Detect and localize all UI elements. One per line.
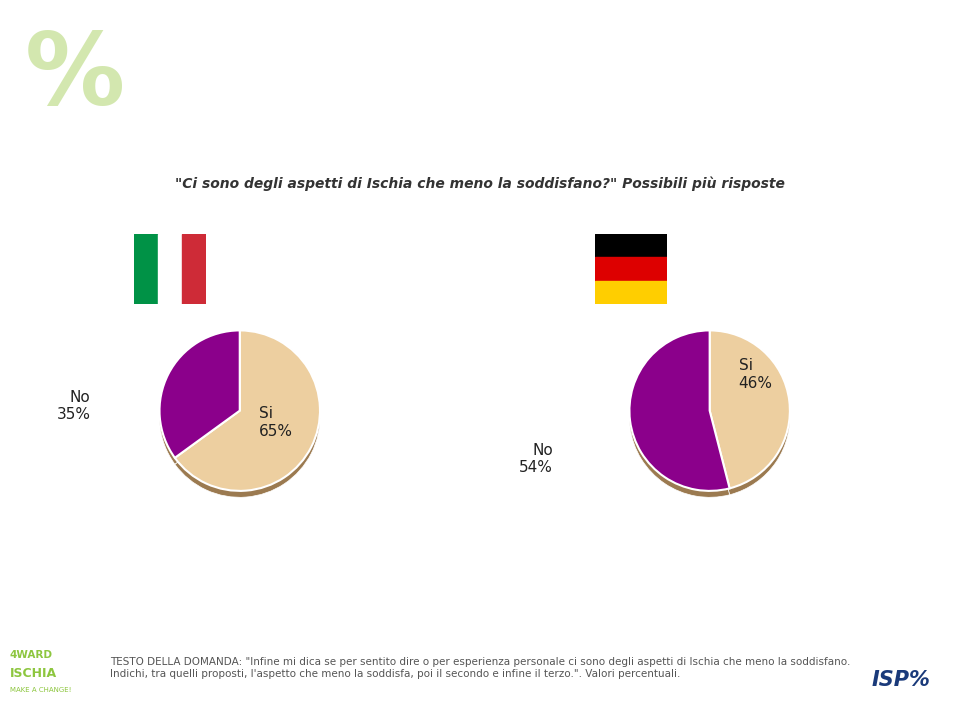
Text: TESTO DELLA DOMANDA: "Infine mi dica se per sentito dire o per esperienza person: TESTO DELLA DOMANDA: "Infine mi dica se … [110, 657, 851, 679]
Text: MAKE A CHANGE!: MAKE A CHANGE! [10, 687, 71, 692]
Text: 17: 17 [874, 53, 924, 87]
Bar [595, 234, 667, 257]
Bar [182, 234, 206, 304]
Wedge shape [175, 331, 320, 491]
Wedge shape [710, 331, 790, 489]
Text: ISCHIA: ISCHIA [10, 667, 57, 680]
Text: La maggioranza degli italiani intervistati riferisce, per
esperienza personale o: La maggioranza degli italiani intervista… [143, 25, 743, 105]
Text: 4WARD: 4WARD [10, 650, 53, 660]
Bar [595, 281, 667, 304]
Wedge shape [175, 337, 320, 497]
Wedge shape [629, 337, 730, 497]
Wedge shape [629, 331, 730, 491]
Text: Si
65%: Si 65% [259, 406, 293, 439]
Bar [158, 234, 182, 304]
Text: ISP%: ISP% [872, 670, 930, 690]
Bar [595, 257, 667, 281]
Text: "Ci sono degli aspetti di Ischia che meno la soddisfano?" Possibili più risposte: "Ci sono degli aspetti di Ischia che men… [175, 177, 784, 191]
Wedge shape [710, 337, 790, 495]
Wedge shape [159, 337, 240, 464]
Text: No
54%: No 54% [520, 442, 553, 475]
Wedge shape [159, 331, 240, 458]
Bar [134, 234, 158, 304]
Text: No
35%: No 35% [57, 389, 90, 422]
Text: %: % [25, 29, 126, 127]
Text: Si
46%: Si 46% [738, 358, 773, 391]
